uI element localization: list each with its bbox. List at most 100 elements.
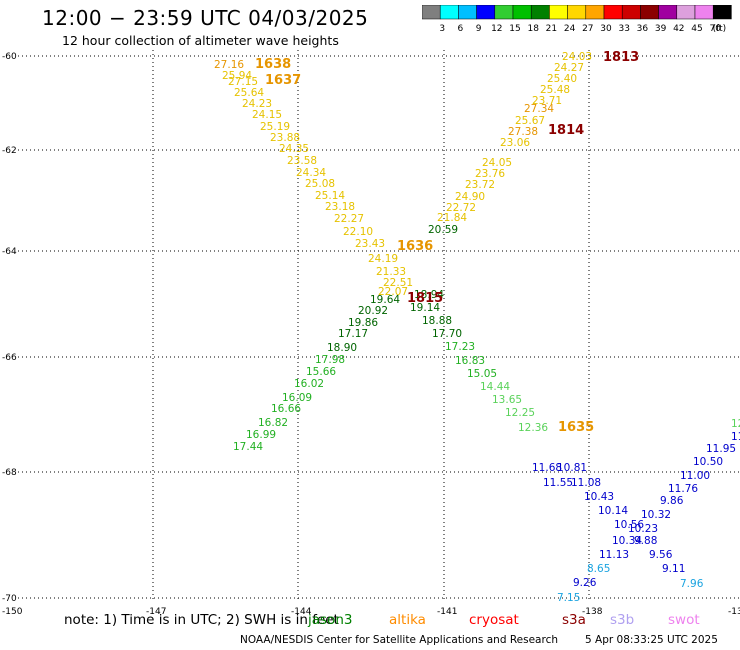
wave-height-value: 27.16 [214,59,244,71]
wave-height-value: 16.66 [271,403,301,415]
colorbar-label: 18 [527,24,539,34]
wave-height-value: 23.43 [355,238,385,250]
satellite-tracks: 27.1625.9427.1525.6424.2324.1525.1923.88… [214,50,740,604]
wave-height-value: 25.14 [315,190,345,202]
colorbar-swatch [439,5,459,20]
wave-height-value: 21.84 [437,212,467,224]
credit-line: NOAA/NESDIS Center for Satellite Applica… [240,634,558,646]
wave-height-value: 24.34 [296,167,326,179]
latitude-label: -60 [2,52,17,62]
latitude-label: -68 [2,468,17,478]
wave-height-value: 25.64 [234,87,264,99]
longitude-label: -135 [728,607,740,617]
wave-height-value: 24.27 [554,62,584,74]
wave-height-value: 9.11 [662,563,685,575]
wave-height-value: 24.05 [482,157,512,169]
wave-height-value: 10.34 [612,535,642,547]
wave-height-value: 24.23 [242,98,272,110]
wave-height-value: 10.56 [614,519,644,531]
wave-height-value: 12.25 [505,407,535,419]
wave-height-value: 19.64 [370,294,400,306]
wave-height-value: 10.32 [641,509,671,521]
wave-height-value: 10.50 [693,456,723,468]
wave-height-value: 24.19 [368,253,398,265]
wave-height-value: 13.65 [492,394,522,406]
wave-height-value: 25.94 [222,70,252,82]
wave-height-value: 17.44 [233,441,263,453]
colorbar-swatch [676,5,696,20]
wave-height-value: 11.00 [680,470,710,482]
wave-height-value: 25.67 [515,115,545,127]
wave-height-value: 11.13 [599,549,629,561]
wave-height-value: 18.88 [422,315,452,327]
wave-height-value: 18.90 [327,342,357,354]
wave-height-value: 17.17 [338,328,368,340]
colorbar-swatch [640,5,659,20]
wave-height-value: 25.48 [540,84,570,96]
wave-height-colorbar: 3 6 9 12 15 18 21 24 27 30 33 36 39 42 45 70(ft) [422,5,732,34]
wave-height-value: 24.03 [562,51,592,63]
satellite-legend-cryosat: cryosat [469,612,519,628]
colorbar-label: 9 [476,24,482,34]
colorbar-label: 21 [546,24,557,34]
track-time-label: 1814 [548,123,584,138]
colorbar-swatch [512,5,532,20]
wave-height-value: 16.09 [282,392,312,404]
wave-height-value: 19.86 [348,317,378,329]
wave-height-value: 9.56 [649,549,673,561]
wave-height-value: 15.66 [306,366,336,378]
colorbar-label: 6 [458,24,464,34]
colorbar-swatch [549,5,568,20]
wave-height-value: 15.05 [467,368,497,380]
page-subtitle: 12 hour collection of altimeter wave hei… [62,33,339,48]
latitude-label: -70 [2,594,17,604]
wave-height-value: 12.36 [518,422,548,434]
track-time-label: 1815 [407,291,443,306]
colorbar-label: 15 [509,24,520,34]
wave-height-value: 22.27 [334,213,364,225]
graticule [18,50,740,600]
wave-height-value: 27.15 [228,76,258,88]
wave-height-value: 10.14 [598,505,628,517]
colorbar-swatch [585,5,605,20]
wave-height-value: 23.58 [287,155,317,167]
colorbar-swatch [621,5,641,20]
satellite-legend-altika: altika [389,612,426,628]
satellite-legend-s3b: s3b [610,612,635,628]
colorbar-label: 12 [491,24,502,34]
colorbar-swatch [476,5,496,20]
colorbar-label: 3 [439,24,445,34]
wave-height-value: 21.33 [376,266,406,278]
wave-height-value: 7.96 [680,578,704,590]
track-time-label: 1813 [603,50,639,65]
wave-height-value: 11.9 [731,431,740,443]
wave-height-value: 24.15 [252,109,282,121]
longitude-label: -147 [146,607,166,617]
colorbar-label: 33 [618,24,629,34]
wave-height-value: 11.55 [543,477,573,489]
wave-height-value: 22.07 [378,286,408,298]
wave-height-value: 24.35 [279,143,309,155]
colorbar-swatch [567,5,587,20]
wave-height-value: 20.92 [358,305,388,317]
colorbar-swatch [422,5,441,20]
wave-height-value: 23.06 [500,137,530,149]
track-time-label: 1637 [265,73,301,88]
generation-timestamp: 5 Apr 08:33:25 UTC 2025 [585,634,718,646]
latitude-label: -66 [2,353,17,363]
wave-height-value: 17.98 [315,354,345,366]
colorbar-label: 36 [637,24,649,34]
colorbar-swatch [530,5,550,20]
wave-height-value: 11.68 [532,462,562,474]
track-time-label: 1635 [558,420,594,435]
latitude-label: -64 [2,247,17,257]
wave-height-value: 25.08 [305,178,335,190]
colorbar-label: 39 [655,24,667,34]
wave-height-value: 25.19 [260,121,290,133]
wave-height-value: 10.81 [557,462,587,474]
wave-height-value: 18.94 [414,289,444,301]
wave-height-value: 27.34 [524,103,554,115]
wave-height-value: 7.15 [557,592,580,604]
